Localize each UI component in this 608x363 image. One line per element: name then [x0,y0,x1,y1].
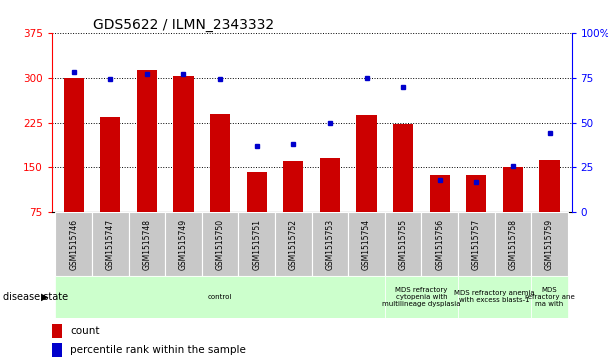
Bar [283,162,303,212]
Bar [165,212,202,276]
Text: GSM1515748: GSM1515748 [142,219,151,270]
Text: control: control [208,294,232,300]
Text: GSM1515759: GSM1515759 [545,219,554,270]
Bar [458,212,495,276]
Bar [173,76,193,212]
Bar [311,212,348,276]
Bar [421,212,458,276]
Text: GSM1515747: GSM1515747 [106,219,115,270]
Bar [539,160,559,212]
Bar [92,212,128,276]
Bar [55,276,385,318]
Text: count: count [70,326,100,336]
Bar [531,212,568,276]
Bar [52,343,63,358]
Bar [531,276,568,318]
Text: GSM1515746: GSM1515746 [69,219,78,270]
Bar [458,276,531,318]
Bar [356,115,376,212]
Text: GDS5622 / ILMN_2343332: GDS5622 / ILMN_2343332 [93,18,274,32]
Text: percentile rank within the sample: percentile rank within the sample [70,345,246,355]
Bar [503,167,523,212]
Text: MDS refractory anemia
with excess blasts-1: MDS refractory anemia with excess blasts… [454,290,535,303]
Bar [466,175,486,212]
Text: GSM1515758: GSM1515758 [508,219,517,270]
Text: disease state: disease state [3,292,68,302]
Text: GSM1515749: GSM1515749 [179,219,188,270]
Text: GSM1515757: GSM1515757 [472,219,481,270]
Bar [64,78,84,212]
Bar [275,212,311,276]
Bar [320,158,340,212]
Bar [128,212,165,276]
Text: MDS refractory
cytopenia with
multilineage dysplasia: MDS refractory cytopenia with multilinea… [382,287,461,307]
Bar [202,212,238,276]
Bar [55,212,92,276]
Bar [430,175,450,212]
Bar [210,114,230,212]
Text: GSM1515751: GSM1515751 [252,219,261,270]
Bar [247,172,267,212]
Bar [100,117,120,212]
Bar [238,212,275,276]
Bar [52,324,63,338]
Bar [137,70,157,212]
Bar [348,212,385,276]
Text: GSM1515756: GSM1515756 [435,219,444,270]
Bar [385,276,458,318]
Text: GSM1515754: GSM1515754 [362,219,371,270]
Text: GSM1515753: GSM1515753 [325,219,334,270]
Bar [393,124,413,212]
Text: GSM1515755: GSM1515755 [399,219,407,270]
Text: GSM1515750: GSM1515750 [216,219,224,270]
Text: MDS
refractory ane
ma with: MDS refractory ane ma with [525,287,575,307]
Text: GSM1515752: GSM1515752 [289,219,298,270]
Bar [385,212,421,276]
Bar [495,212,531,276]
Text: ▶: ▶ [41,292,49,302]
